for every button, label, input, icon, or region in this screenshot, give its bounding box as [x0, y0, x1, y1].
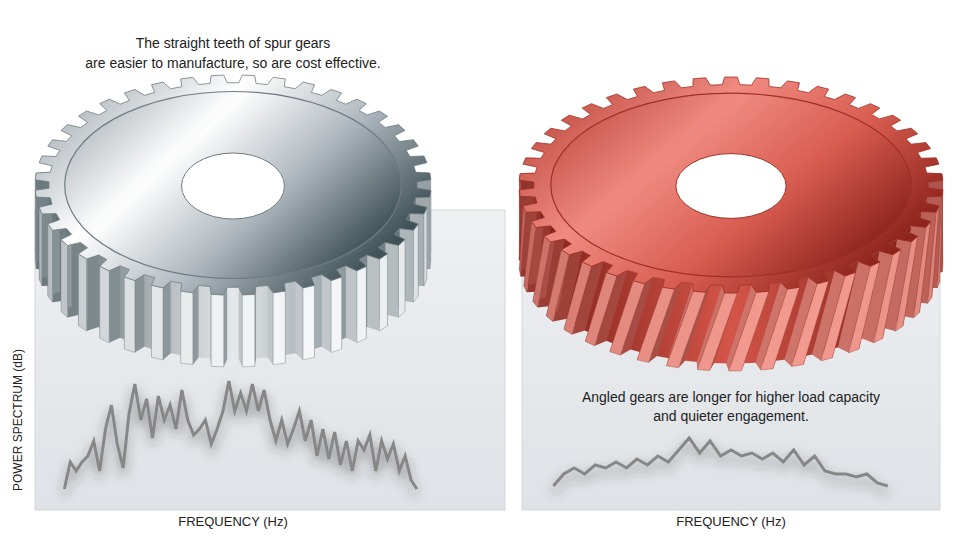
- spectrum-line: [553, 438, 887, 486]
- gear-tooth-face: [398, 240, 404, 318]
- gear-tooth-face: [697, 293, 737, 371]
- gear-tooth-flank: [295, 281, 303, 360]
- gear-tooth-face: [39, 207, 42, 286]
- gear-top-face: [519, 77, 943, 293]
- gear-tooth-flank: [224, 287, 228, 367]
- gear-tooth-face: [928, 206, 939, 304]
- spectrum-line: [64, 381, 417, 489]
- gear-hole: [182, 153, 285, 219]
- chart: The straight teeth of spur gears are easi…: [11, 35, 505, 529]
- gear-tooth-face: [100, 266, 109, 342]
- gear-tooth-face: [181, 291, 193, 365]
- gear-tooth-face: [937, 190, 943, 288]
- marks: [553, 438, 887, 486]
- figure: The straight teeth of spur gears are easi…: [0, 0, 954, 540]
- gear-tooth-face: [331, 277, 342, 353]
- gear-hole: [676, 154, 786, 219]
- gear-tooth-flank: [210, 286, 211, 366]
- y-axis-title: POWER SPECTRUM (dB): [11, 349, 25, 491]
- gear-top-face: [35, 75, 431, 295]
- annotation: and quieter engagement.: [653, 408, 809, 424]
- gear-tooth-flank: [239, 287, 243, 367]
- gear-tooth-flank: [109, 266, 120, 343]
- gear-tooth-face: [524, 221, 536, 292]
- gear-tooth-face: [519, 206, 525, 277]
- gear-tooth-face: [413, 224, 418, 302]
- gear-tooth-face: [35, 190, 37, 269]
- gear-tooth-face: [78, 254, 86, 331]
- gear-tooth-face: [124, 277, 135, 353]
- gear-tooth-flank: [367, 255, 379, 331]
- gear: [519, 77, 943, 371]
- gear-tooth-face: [533, 236, 551, 307]
- gear-tooth-flank: [163, 281, 171, 360]
- annotation: are easier to manufacture, so are cost e…: [85, 55, 380, 71]
- gear-tooth-flank: [255, 286, 256, 366]
- gear-tooth-face: [303, 285, 314, 360]
- gear-tooth-face: [585, 272, 617, 345]
- gear-tooth-flank: [346, 266, 357, 343]
- gear-tooth-flank: [87, 255, 99, 331]
- annotation: The straight teeth of spur gears: [136, 35, 331, 51]
- chart: Angled gears are longer for higher load …: [519, 77, 943, 529]
- gear-tooth-flank: [135, 275, 144, 353]
- gear-tooth-face: [429, 190, 431, 269]
- gear-tooth-face: [273, 291, 285, 365]
- gear-tooth-face: [424, 207, 427, 286]
- gear: [35, 75, 431, 367]
- marks: [64, 381, 417, 489]
- gear-tooth-face: [61, 240, 67, 318]
- gear-tooth-face: [760, 287, 799, 370]
- gear-tooth-face: [564, 262, 592, 334]
- gear-tooth-face: [379, 254, 387, 331]
- gear-tooth-face: [942, 174, 943, 272]
- gear-tooth-face: [729, 291, 769, 371]
- gear-tooth-face: [519, 190, 520, 260]
- gear-tooth-flank: [322, 275, 331, 353]
- gear-tooth-face: [357, 266, 366, 342]
- x-axis-title: FREQUENCY (Hz): [178, 514, 288, 529]
- annotation: Angled gears are longer for higher load …: [582, 389, 880, 405]
- x-axis-title: FREQUENCY (Hz): [676, 514, 786, 529]
- gear-tooth-face: [610, 281, 645, 355]
- gear-tooth-face: [242, 294, 254, 367]
- page: The straight teeth of spur gears are easi…: [0, 0, 954, 540]
- gear-tooth-face: [546, 250, 569, 322]
- gear-tooth-face: [48, 224, 53, 302]
- gear-tooth-face: [211, 294, 223, 367]
- gear-tooth-face: [637, 287, 675, 362]
- gear-tooth-face: [152, 285, 163, 360]
- gear-tooth-flank: [193, 285, 199, 364]
- gear-inner-rim: [551, 93, 911, 277]
- gear-inner-rim: [65, 92, 402, 279]
- gear-tooth-flank: [268, 285, 274, 364]
